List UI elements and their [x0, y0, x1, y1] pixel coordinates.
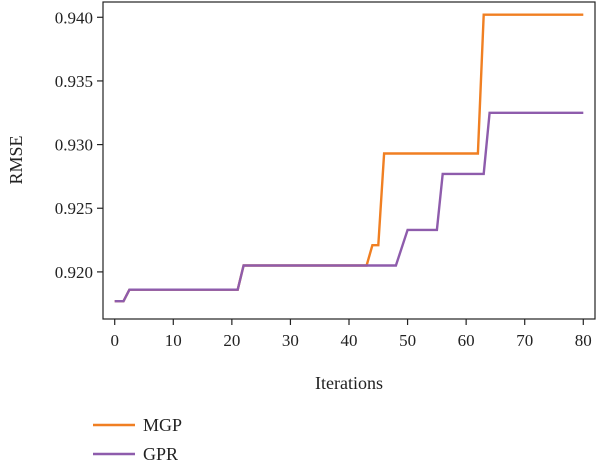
x-tick-label: 30	[282, 331, 299, 350]
x-tick-label: 60	[458, 331, 475, 350]
series-lines	[114, 13, 584, 303]
legend-label-mgp: MGP	[143, 415, 182, 435]
y-tick-label: 0.925	[55, 199, 93, 218]
x-tick-label: 50	[399, 331, 416, 350]
series-line-mgp	[114, 13, 584, 303]
x-tick-label: 80	[575, 331, 592, 350]
legend: MGP GPR	[93, 415, 182, 464]
x-tick-label: 0	[110, 331, 119, 350]
x-tick-label: 10	[165, 331, 182, 350]
y-tick-label: 0.940	[55, 8, 93, 27]
plot-frame	[102, 1, 596, 320]
x-axis: 0 10 20 30 40 50 60 70 80	[110, 319, 592, 350]
y-tick-label: 0.935	[55, 72, 93, 91]
y-axis: 0.920 0.925 0.930 0.935 0.940	[55, 8, 103, 282]
y-axis-label: RMSE	[6, 135, 26, 184]
x-tick-label: 70	[516, 331, 533, 350]
x-axis-label: Iterations	[315, 373, 383, 393]
y-tick-label: 0.930	[55, 136, 93, 155]
series-line-gpr	[114, 111, 584, 303]
legend-label-gpr: GPR	[143, 444, 178, 464]
x-tick-label: 40	[341, 331, 358, 350]
y-tick-label: 0.920	[55, 263, 93, 282]
x-tick-label: 20	[223, 331, 240, 350]
